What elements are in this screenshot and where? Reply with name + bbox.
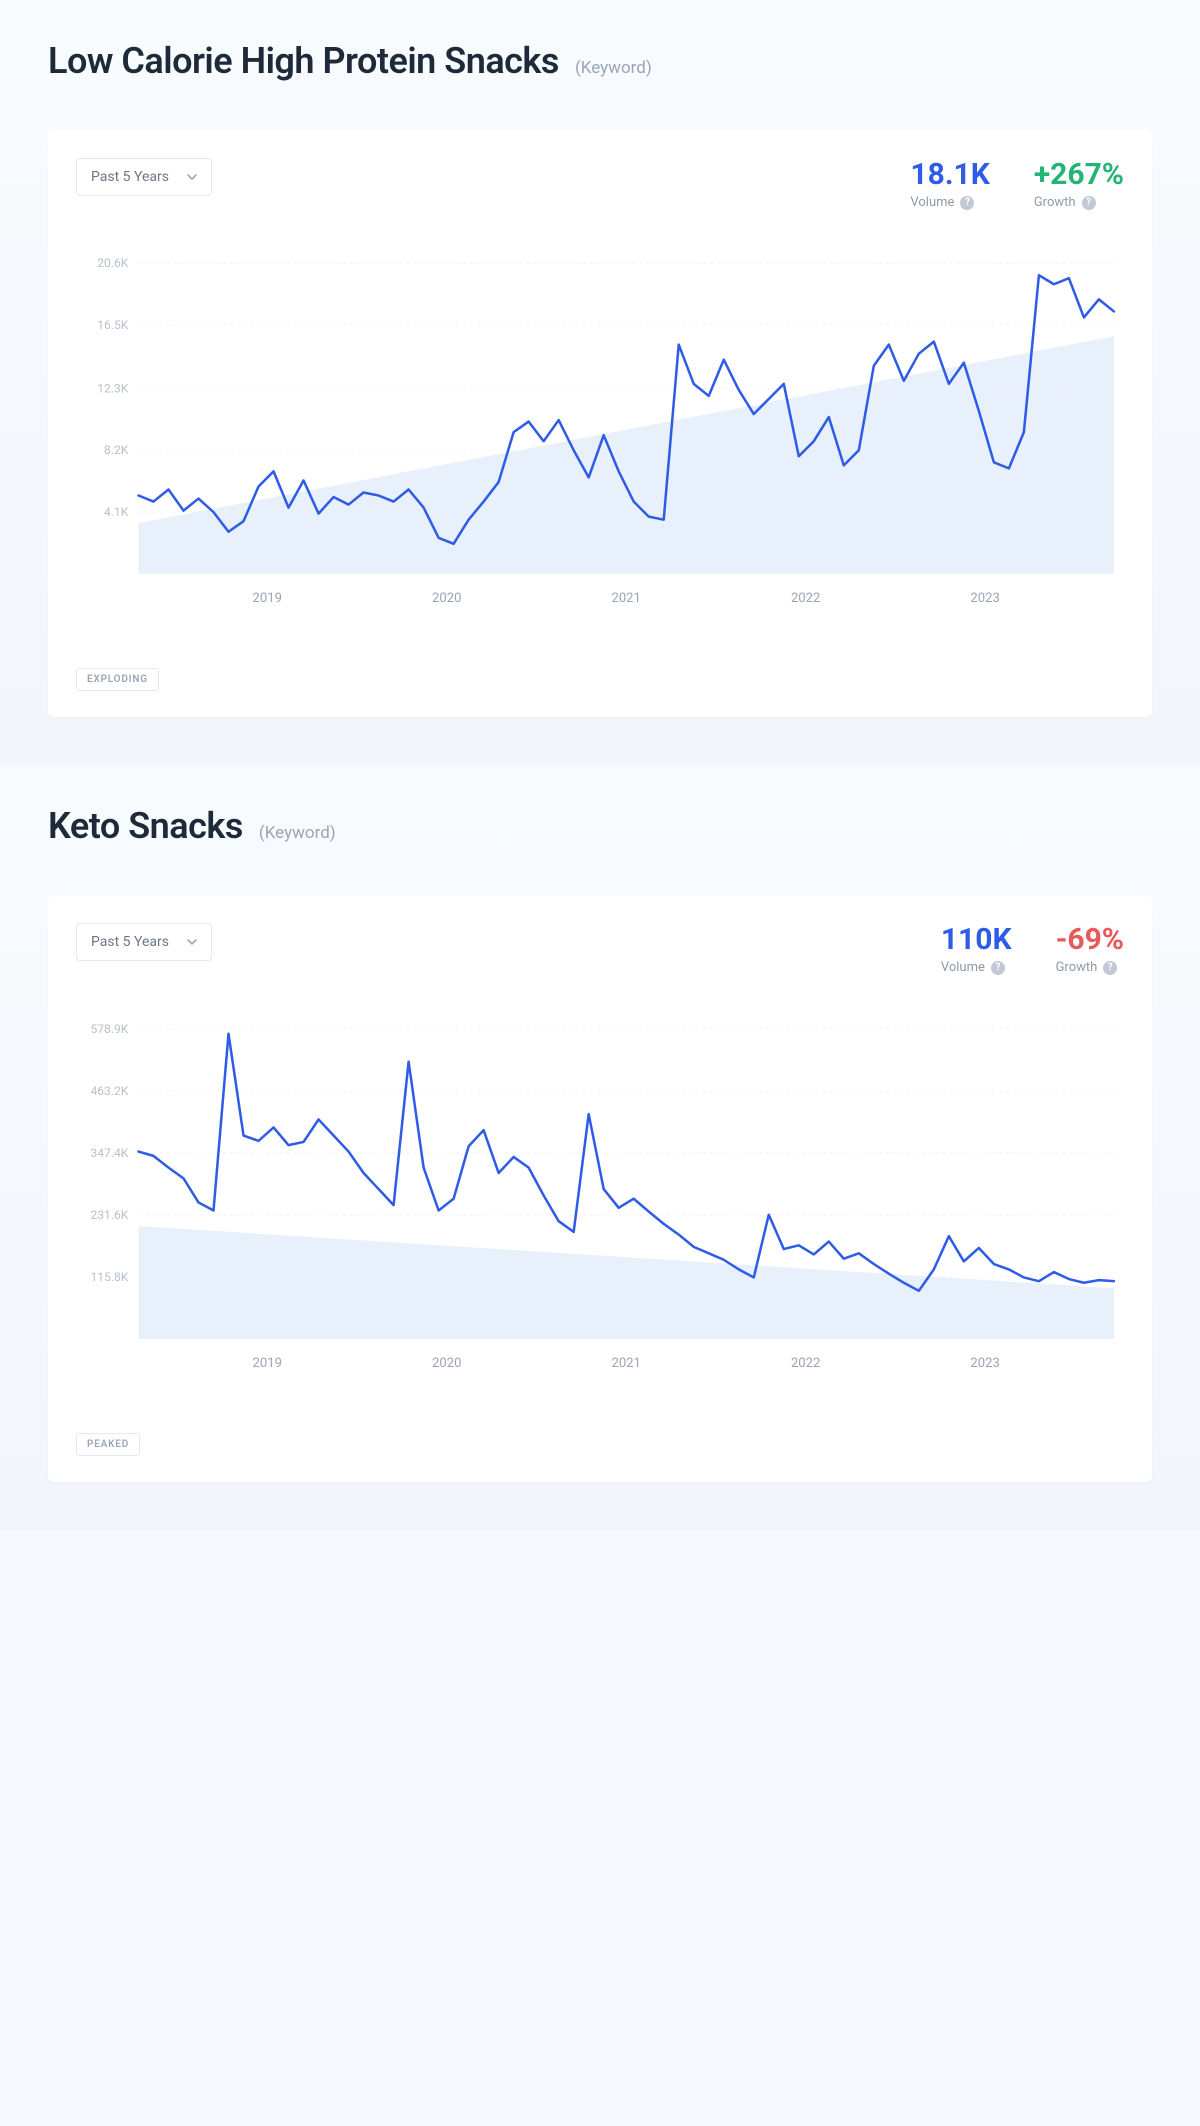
y-tick-label: 115.8K — [90, 1270, 128, 1284]
x-tick-label: 2023 — [970, 1356, 999, 1371]
x-tick-label: 2019 — [253, 1356, 282, 1371]
y-tick-label: 4.1K — [104, 505, 129, 519]
volume-value: 110K — [941, 923, 1012, 956]
timeframe-dropdown[interactable]: Past 5 Years — [76, 158, 212, 196]
card-top-row: Past 5 Years 18.1K Volume? +267% Growth? — [76, 158, 1124, 210]
section-header: Keto Snacks (Keyword) — [48, 805, 1152, 847]
chart-section: Keto Snacks (Keyword) Past 5 Years 110K Volu… — [0, 765, 1200, 1530]
y-tick-label: 16.5K — [97, 318, 129, 332]
timeframe-dropdown[interactable]: Past 5 Years — [76, 923, 212, 961]
section-title: Keto Snacks — [48, 805, 243, 847]
volume-label: Volume — [910, 195, 954, 210]
section-subtitle: (Keyword) — [575, 58, 652, 78]
growth-metric: +267% Growth? — [1034, 158, 1124, 210]
chart-area: 115.8K 231.6K 347.4K 463.2K 578.9K 2019 2020 20… — [76, 999, 1124, 1379]
growth-label: Growth — [1034, 195, 1076, 210]
help-icon[interactable]: ? — [1082, 196, 1096, 210]
x-tick-label: 2023 — [970, 591, 999, 606]
y-tick-label: 20.6K — [97, 256, 129, 270]
x-tick-label: 2019 — [253, 591, 282, 606]
chart-area: 4.1K 8.2K 12.3K 16.5K 20.6K 2019 2020 2021 2022 2… — [76, 234, 1124, 614]
chart-card: Past 5 Years 110K Volume? -69% Growth? 115.8K… — [48, 895, 1152, 1482]
x-tick-label: 2021 — [611, 1356, 640, 1371]
growth-label-row: Growth? — [1056, 960, 1124, 975]
trend-area — [138, 1226, 1113, 1339]
y-tick-label: 463.2K — [90, 1084, 128, 1098]
y-tick-label: 578.9K — [90, 1022, 128, 1036]
dropdown-label: Past 5 Years — [91, 934, 169, 950]
volume-label-row: Volume? — [941, 960, 1012, 975]
chart-svg: 4.1K 8.2K 12.3K 16.5K 20.6K 2019 2020 2021 2022 2… — [76, 234, 1124, 614]
y-tick-label: 347.4K — [90, 1146, 128, 1160]
growth-value: -69% — [1056, 923, 1124, 956]
chart-section: Low Calorie High Protein Snacks (Keyword)… — [0, 0, 1200, 765]
growth-value: +267% — [1034, 158, 1124, 191]
section-title: Low Calorie High Protein Snacks — [48, 40, 559, 82]
x-tick-label: 2020 — [432, 1356, 461, 1371]
x-tick-label: 2020 — [432, 591, 461, 606]
chevron-down-icon — [187, 939, 197, 945]
help-icon[interactable]: ? — [960, 196, 974, 210]
chevron-down-icon — [187, 174, 197, 180]
section-header: Low Calorie High Protein Snacks (Keyword) — [48, 40, 1152, 82]
volume-label: Volume — [941, 960, 985, 975]
metrics-group: 18.1K Volume? +267% Growth? — [910, 158, 1124, 210]
volume-metric: 110K Volume? — [941, 923, 1012, 975]
growth-label-row: Growth? — [1034, 195, 1124, 210]
status-badge: PEAKED — [76, 1433, 140, 1456]
x-tick-label: 2022 — [791, 1356, 820, 1371]
volume-value: 18.1K — [910, 158, 989, 191]
section-subtitle: (Keyword) — [259, 823, 336, 843]
card-top-row: Past 5 Years 110K Volume? -69% Growth? — [76, 923, 1124, 975]
help-icon[interactable]: ? — [991, 961, 1005, 975]
help-icon[interactable]: ? — [1103, 961, 1117, 975]
x-tick-label: 2021 — [611, 591, 640, 606]
status-badge: EXPLODING — [76, 668, 159, 691]
chart-card: Past 5 Years 18.1K Volume? +267% Growth? 4.1K… — [48, 130, 1152, 717]
y-tick-label: 8.2K — [104, 443, 129, 457]
growth-metric: -69% Growth? — [1056, 923, 1124, 975]
x-tick-label: 2022 — [791, 591, 820, 606]
chart-svg: 115.8K 231.6K 347.4K 463.2K 578.9K 2019 2020 20… — [76, 999, 1124, 1379]
y-tick-label: 12.3K — [97, 381, 129, 395]
growth-label: Growth — [1056, 960, 1098, 975]
dropdown-label: Past 5 Years — [91, 169, 169, 185]
volume-label-row: Volume? — [910, 195, 989, 210]
volume-metric: 18.1K Volume? — [910, 158, 989, 210]
y-tick-label: 231.6K — [90, 1208, 128, 1222]
metrics-group: 110K Volume? -69% Growth? — [941, 923, 1124, 975]
